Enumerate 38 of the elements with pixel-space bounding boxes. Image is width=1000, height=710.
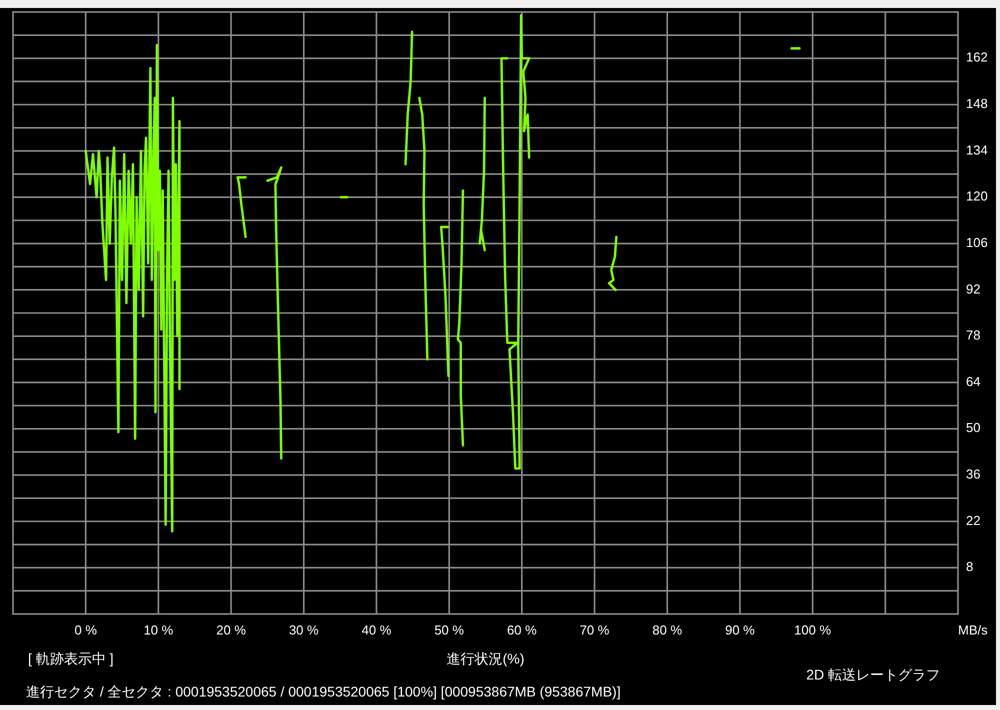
x-tick-label: 10 % [144,622,174,638]
x-axis-title: 進行状況(%) [446,650,524,667]
line-series [440,226,450,378]
x-tick-label: 70 % [580,622,610,638]
x-tick-label: 80 % [652,622,682,638]
x-tick-label: 90 % [725,622,756,638]
x-tick-label: 20 % [216,622,246,638]
y-tick-label: 64 [966,374,980,389]
line-series [84,44,181,533]
y-tick-label: 106 [966,234,988,250]
x-tick-label: 60 % [507,622,538,638]
x-tick-label: 30 % [288,622,320,638]
text: 進行セクタ / 全セクタ : 0001953520065 / 0001953520065 [100%] [000953867MB (953867MB)] [26,684,621,700]
text: 2D 転送レートグラフ [806,666,940,683]
line-series [456,189,464,447]
x-tick-label: 40 % [362,622,392,638]
line-series [500,14,530,470]
x-tick-label: 100 % [794,622,832,638]
y-tick-label: 8 [966,559,974,574]
y-tick-label: 22 [966,512,980,528]
line-series [266,166,282,460]
x-tick-label: 50 % [434,622,464,638]
line-series [478,96,486,252]
y-tick-label: 78 [966,328,980,343]
line-series [418,96,429,361]
line-series [608,236,618,292]
line-series [404,30,414,166]
line-series [236,176,247,238]
y-tick-label: 148 [966,96,988,112]
y-tick-label: 92 [966,281,980,296]
x-tick-label: 0 % [74,622,98,638]
y-tick-label: 50 [966,420,980,436]
y-tick-label: 120 [966,188,988,204]
y-axis-title: MB/s [958,622,988,638]
text: [ 軌跡表示中 ] [28,650,114,667]
y-tick-label: 162 [966,50,988,65]
y-tick-label: 134 [966,142,988,158]
y-tick-label: 36 [966,466,980,482]
